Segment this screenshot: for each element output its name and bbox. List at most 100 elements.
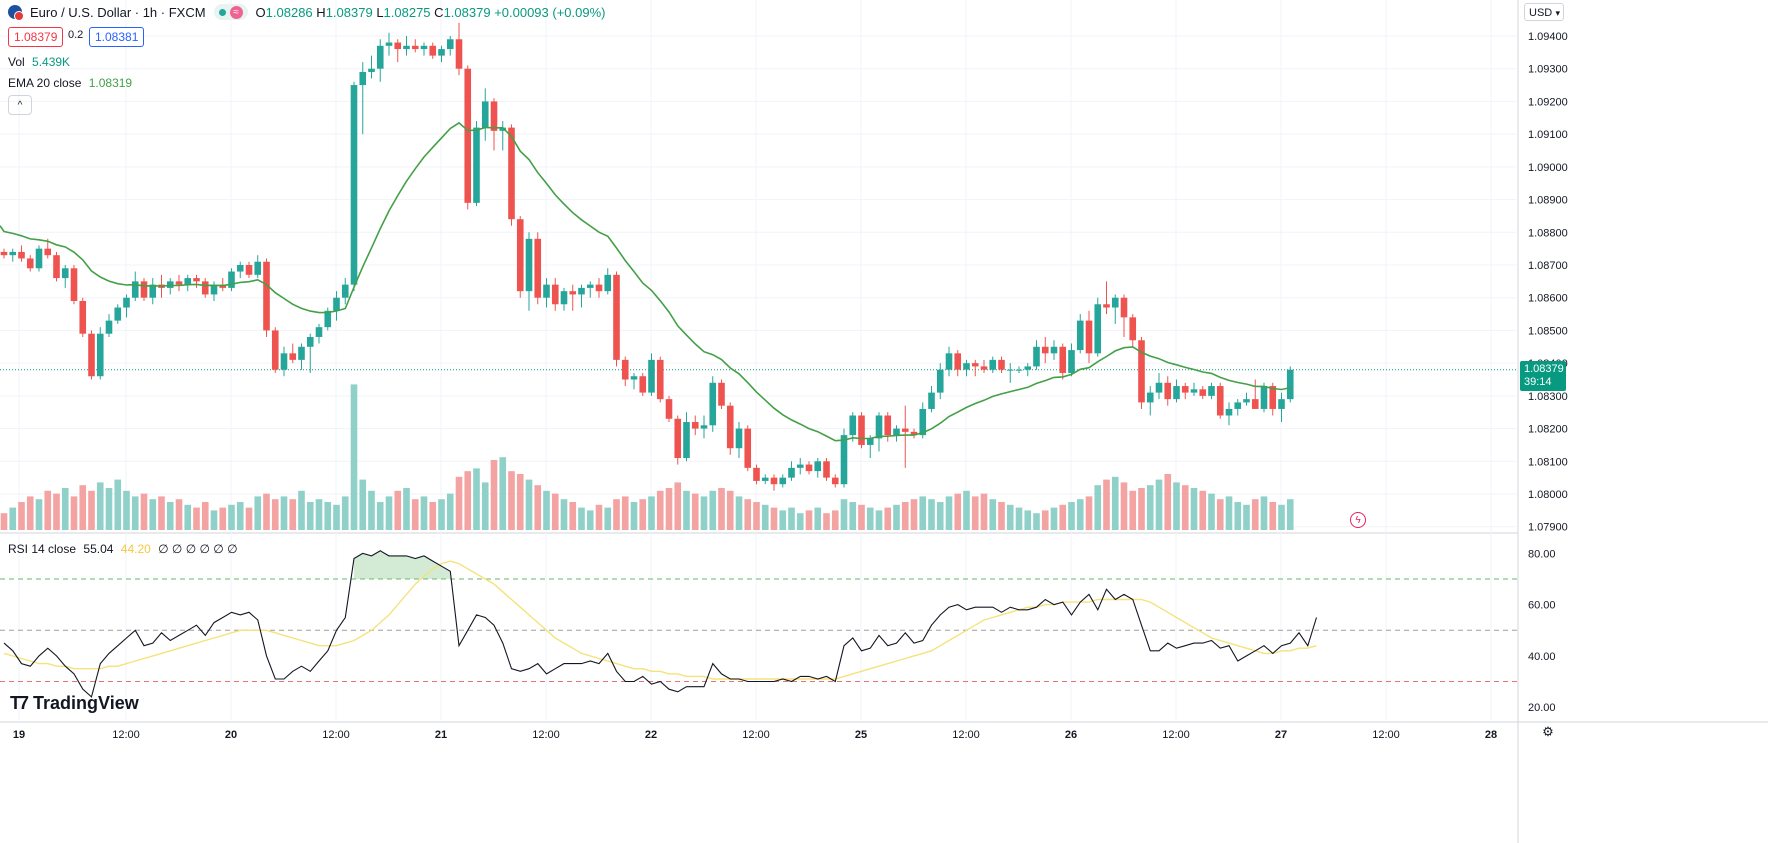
time-tick-label: 12:00: [952, 729, 980, 741]
candle-body: [910, 431, 918, 436]
candle-body: [1015, 369, 1023, 371]
time-tick-label: 21: [435, 729, 447, 741]
candle-body: [1208, 386, 1215, 396]
volume-bar: [779, 510, 787, 530]
volume-bar: [840, 499, 848, 530]
chevron-down-icon: ▾: [1555, 8, 1560, 18]
price-tick-label: 1.08300: [1528, 391, 1568, 403]
candle-body: [840, 435, 848, 485]
volume-bar: [858, 504, 865, 530]
volume-bar: [280, 496, 288, 530]
symbol-title[interactable]: Euro / U.S. Dollar · 1h · FXCM: [30, 4, 206, 20]
candle-body: [779, 477, 787, 485]
lightning-icon[interactable]: ϟ: [1350, 512, 1366, 528]
collapse-legend-button[interactable]: ^: [8, 95, 32, 115]
candle-body: [263, 261, 270, 331]
candle-body: [1181, 386, 1189, 393]
time-tick-label: 12:00: [1162, 729, 1190, 741]
volume-bar: [639, 499, 647, 530]
rsi-tick-label: 40.00: [1528, 651, 1556, 663]
candle-body: [333, 297, 340, 311]
candle-body: [1286, 369, 1294, 400]
symbol-header[interactable]: Euro / U.S. Dollar · 1h · FXCM ≈ O1.0828…: [8, 4, 606, 21]
market-status-badge[interactable]: ≈: [213, 4, 248, 20]
volume-bar: [79, 485, 87, 530]
volume-bar: [96, 482, 104, 530]
volume-bar: [359, 479, 367, 530]
rsi-tick-label: 20.00: [1528, 702, 1556, 714]
time-tick-label: 27: [1275, 729, 1287, 741]
candle-body: [1173, 386, 1180, 400]
candle-body: [875, 415, 883, 439]
volume-bar: [123, 490, 130, 530]
price-tick-label: 1.09300: [1528, 64, 1568, 76]
volume-bar: [158, 496, 165, 530]
settings-gear-icon[interactable]: ⚙: [1542, 724, 1554, 739]
price-tick-label: 1.08900: [1528, 195, 1568, 207]
candle-body: [796, 464, 804, 468]
volume-bar: [1164, 474, 1172, 530]
chevron-up-icon: ^: [17, 99, 23, 111]
volume-bar: [385, 496, 393, 530]
candle-body: [814, 461, 822, 472]
volume-bar: [954, 493, 962, 530]
candle-body: [70, 268, 78, 301]
rsi-legend[interactable]: RSI 14 close 55.04 44.20 ∅ ∅ ∅ ∅ ∅ ∅: [8, 542, 238, 556]
time-tick-label: 12:00: [742, 729, 770, 741]
candle-body: [1094, 304, 1102, 354]
volume-bar: [61, 488, 69, 530]
candle-body: [114, 307, 122, 321]
volume-bar: [901, 502, 909, 530]
candle-body: [849, 415, 857, 436]
candle-body: [866, 438, 874, 445]
candle-body: [718, 382, 725, 406]
candle-body: [884, 415, 892, 436]
candle-body: [770, 477, 778, 485]
volume-bar: [788, 507, 795, 530]
volume-bar: [893, 504, 900, 530]
candle-body: [893, 428, 900, 436]
volume-bar: [455, 476, 463, 530]
volume-bar: [473, 468, 480, 530]
volume-bar: [814, 507, 822, 530]
volume-bar: [683, 490, 690, 530]
volume-bar: [166, 502, 174, 530]
price-tick-label: 1.09200: [1528, 96, 1568, 108]
candle-body: [481, 101, 489, 128]
volume-bar: [228, 504, 235, 530]
candle-body: [411, 45, 419, 50]
tradingview-logo[interactable]: T7 TradingView: [10, 693, 139, 714]
price-tick-label: 1.08200: [1528, 424, 1568, 436]
volume-bar: [114, 479, 122, 530]
volume-bar: [569, 502, 577, 530]
candle-body: [26, 258, 34, 269]
volume-bar: [184, 504, 192, 530]
volume-bar: [333, 504, 340, 530]
time-tick-label: 12:00: [532, 729, 560, 741]
candle-body: [1251, 399, 1259, 409]
candle-body: [306, 336, 314, 347]
candle-body: [166, 281, 174, 288]
candle-body: [123, 297, 130, 308]
candle-body: [298, 346, 305, 360]
candle-body: [1024, 366, 1032, 370]
volume-bar: [551, 493, 559, 530]
volume-bar: [875, 510, 883, 530]
volume-bar: [236, 502, 244, 530]
volume-bar: [1208, 493, 1215, 530]
candle-body: [735, 428, 743, 449]
volume-bar: [560, 499, 568, 530]
candle-body: [9, 251, 17, 256]
candle-body: [0, 251, 8, 256]
currency-selector[interactable]: USD ▾: [1524, 3, 1564, 21]
ema-legend[interactable]: EMA 20 close 1.08319: [8, 76, 132, 90]
volume-bar: [35, 499, 43, 530]
volume-legend[interactable]: Vol 5.439K: [8, 55, 70, 69]
buy-price-button[interactable]: 1.08381: [89, 27, 145, 47]
time-tick-label: 12:00: [1372, 729, 1400, 741]
volume-bar: [910, 499, 918, 530]
volume-bar: [1173, 482, 1180, 530]
sell-price-button[interactable]: 1.08379: [8, 27, 64, 47]
candle-body: [613, 274, 620, 360]
